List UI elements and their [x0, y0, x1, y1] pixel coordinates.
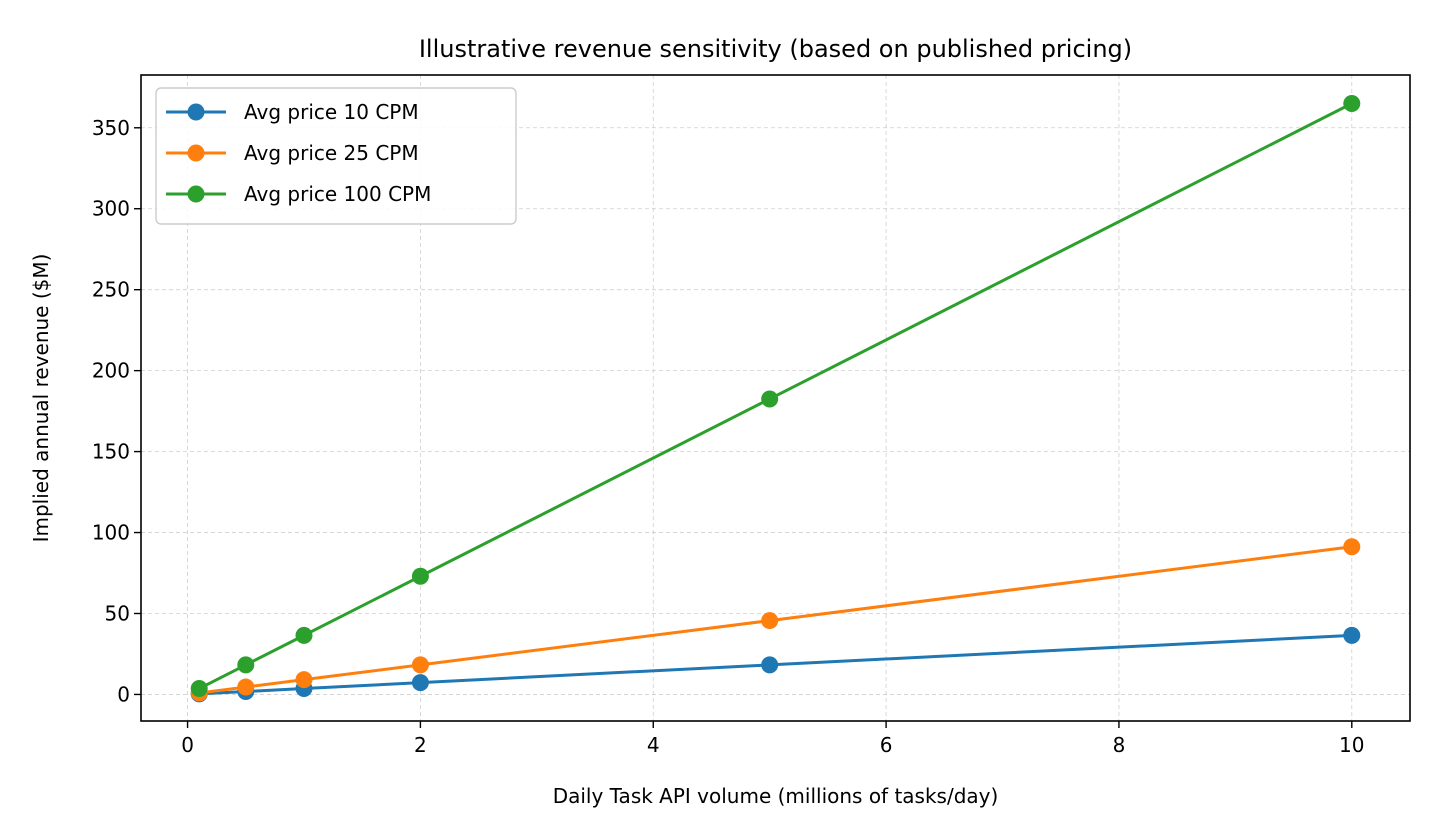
plot-frame [140, 74, 1411, 722]
legend-item: Avg price 25 CPM [166, 141, 419, 165]
legend-item: Avg price 10 CPM [166, 100, 419, 124]
data-point [190, 680, 208, 698]
legend-swatch-marker [187, 144, 205, 162]
x-tick-label: 6 [880, 733, 893, 757]
series-3 [190, 94, 1361, 698]
x-tick-label: 4 [647, 733, 660, 757]
y-tick-label: 300 [92, 197, 130, 221]
x-tick-label: 0 [181, 733, 194, 757]
y-tick-label: 200 [92, 359, 130, 383]
y-tick-label: 350 [92, 116, 130, 140]
legend-swatch-marker [187, 103, 205, 121]
series-line [198, 102, 1353, 690]
data-point [295, 626, 313, 644]
legend-label: Avg price 10 CPM [244, 100, 419, 124]
data-point [761, 612, 779, 630]
legend-box [155, 87, 517, 225]
chart-title: Illustrative revenue sensitivity (based … [419, 35, 1132, 63]
legend-item: Avg price 100 CPM [166, 182, 431, 206]
data-point [295, 671, 313, 689]
y-axis-label: Implied annual revenue ($M) [29, 254, 53, 543]
legend-label: Avg price 25 CPM [244, 141, 419, 165]
legend-label: Avg price 100 CPM [244, 182, 431, 206]
x-tick-label: 10 [1339, 733, 1364, 757]
data-point [761, 656, 779, 674]
data-point [411, 656, 429, 674]
legend: Avg price 10 CPM Avg price 25 CPM Avg pric… [155, 87, 517, 225]
data-point [411, 567, 429, 585]
data-point [761, 390, 779, 408]
x-tick-label: 2 [414, 733, 427, 757]
y-tick-label: 0 [117, 682, 130, 706]
data-point [1343, 538, 1361, 556]
x-tick-label: 8 [1113, 733, 1126, 757]
y-tick-label: 250 [92, 278, 130, 302]
y-tick-label: 150 [92, 440, 130, 464]
legend-swatch-marker [187, 185, 205, 203]
data-point [1343, 94, 1361, 112]
y-tick-label: 50 [105, 601, 130, 625]
x-axis-label: Daily Task API volume (millions of tasks… [553, 784, 999, 808]
data-point [237, 678, 255, 696]
data-point [411, 674, 429, 692]
y-tick-label: 100 [92, 521, 130, 545]
series-lines [190, 94, 1361, 703]
data-point [237, 656, 255, 674]
data-point [1343, 626, 1361, 644]
